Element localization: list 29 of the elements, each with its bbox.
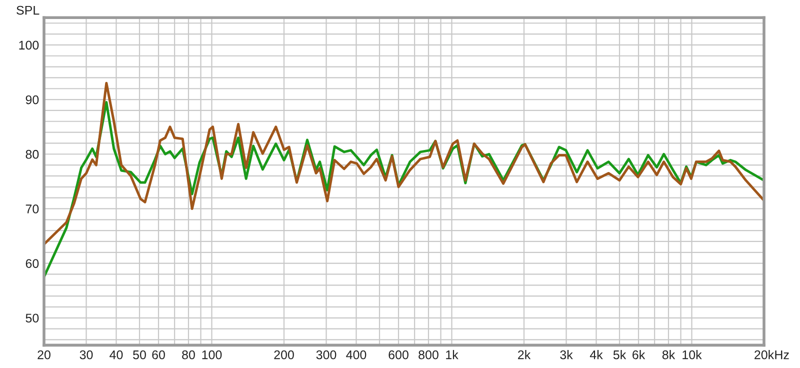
y-axis-title: SPL [16,6,40,15]
y-tick-label: 60 [26,259,39,268]
x-tick-label: 100 [202,350,222,360]
x-tick-label: 4k [590,350,603,360]
x-tick-label: 400 [346,350,366,360]
x-tick-label: 1k [446,350,458,360]
x-axis-title: Hz [775,350,789,360]
x-tick-label: 3k [560,350,573,360]
x-tick-label: 20k [754,350,774,360]
x-tick-label: 80 [182,350,195,360]
x-tick-label: 5k [613,350,626,360]
x-tick-label: 10k [682,350,702,360]
y-tick-label: 100 [19,40,39,50]
x-tick-label: 8k [662,350,676,360]
x-tick-label: 800 [418,350,438,360]
x-tick-label: 60 [152,350,165,360]
y-tick-label: 90 [26,95,39,104]
x-tick-label: 50 [133,350,146,360]
x-tick-label: 40 [110,350,123,360]
x-tick-label: 300 [316,350,336,360]
y-tick-label: 50 [26,314,39,323]
x-tick-label: 30 [80,350,93,360]
y-tick-label: 70 [26,204,39,214]
x-tick-label: 20 [38,350,50,360]
x-tick-label: 200 [274,350,294,360]
x-tick-label: 6k [632,350,646,360]
y-tick-label: 80 [26,150,39,159]
x-tick-label: 2k [518,350,531,360]
x-tick-label: 600 [388,350,408,360]
